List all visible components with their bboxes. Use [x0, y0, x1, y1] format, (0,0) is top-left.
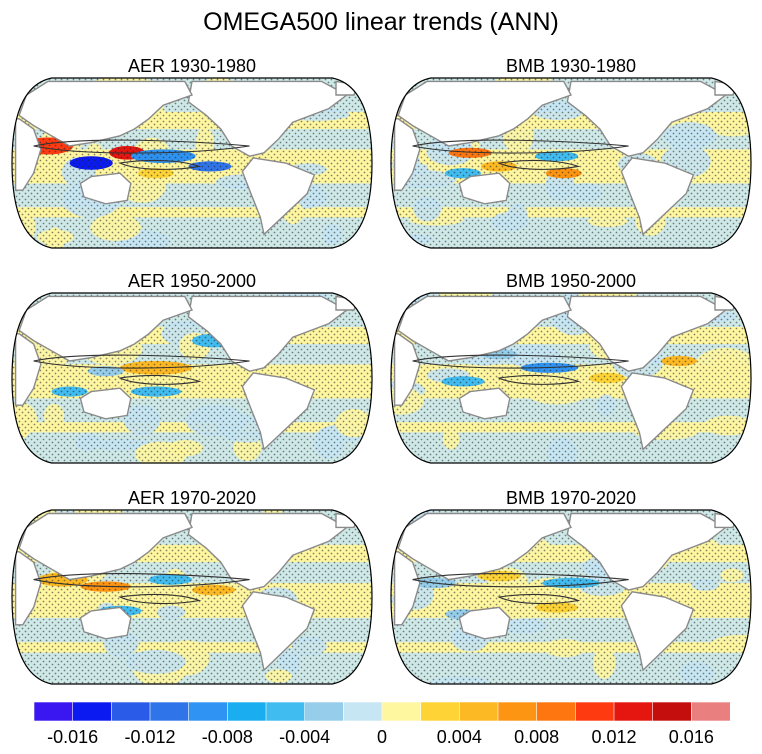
land-africa [14, 118, 42, 191]
land-africa [14, 333, 42, 406]
colorbar-tick-label: 0.004 [437, 727, 482, 747]
contour-line [33, 573, 250, 588]
land-greenland [714, 512, 738, 529]
contour-line [33, 354, 250, 369]
colorbar-swatch [497, 701, 538, 722]
land-africa [393, 333, 421, 406]
land-southAm [241, 157, 316, 236]
map-field [12, 510, 372, 684]
map-panel: AER 1930-1980 [11, 56, 373, 249]
colorbar-swatch [33, 701, 74, 722]
land-eurasia [397, 512, 572, 581]
land-eurasia [18, 512, 193, 581]
panel-title: AER 1950-2000 [128, 271, 256, 291]
panel-title: BMB 1950-2000 [506, 271, 636, 291]
colorbar-tick-label: -0.004 [279, 727, 330, 747]
land-southAm [620, 157, 695, 236]
map-field [12, 293, 372, 463]
land-greenland [714, 80, 738, 96]
colorbar-swatch [420, 701, 460, 722]
colorbar-tick-label: -0.012 [124, 727, 175, 747]
colorbar: -0.016 -0.012 -0.008 -0.004 0 0.004 0.008 0.012… [33, 701, 731, 747]
land-greenland [335, 512, 359, 529]
map-frame [11, 77, 373, 249]
land-eurasia [18, 295, 193, 362]
land-australia [458, 172, 511, 205]
map-frame [390, 509, 752, 685]
colorbar-tick-label: -0.008 [202, 727, 253, 747]
colorbar-swatch [304, 701, 344, 722]
colorbar-swatch [188, 701, 228, 722]
colorbar-swatch [575, 701, 615, 722]
colorbar-swatch [381, 701, 422, 722]
land-southAm [620, 372, 695, 451]
contour-line [118, 159, 202, 170]
land-australia [458, 606, 511, 640]
land-eurasia [397, 295, 572, 362]
colorbar-swatch [72, 701, 112, 722]
colorbar-swatch [343, 701, 383, 722]
map-frame [390, 292, 752, 464]
colorbar-swatch [536, 701, 576, 722]
colorbar-tick-label: -0.016 [47, 727, 98, 747]
land-greenland [714, 295, 738, 311]
map-field [391, 510, 751, 684]
contour-line [497, 593, 581, 605]
land-australia [79, 172, 132, 205]
colorbar-swatch [227, 701, 267, 722]
colorbar-tick-label: 0.012 [591, 727, 636, 747]
contour-line [118, 593, 202, 605]
map-panel: BMB 1950-2000 [390, 271, 752, 464]
map-frame [390, 77, 752, 249]
contour-line [33, 139, 250, 154]
colorbar-swatch [613, 701, 654, 722]
colorbar-swatch [265, 701, 306, 722]
colorbar-swatch [459, 701, 499, 722]
colorbar-tick-label: 0.016 [669, 727, 714, 747]
land-africa [14, 551, 42, 626]
land-australia [79, 387, 132, 420]
colorbar-tick-label: 0.008 [514, 727, 559, 747]
land-africa [393, 551, 421, 626]
field-patch [348, 671, 372, 684]
map-field [391, 78, 751, 248]
contour-line [412, 139, 629, 154]
map-panel: BMB 1930-1980 [390, 56, 752, 249]
contour-line [497, 374, 581, 385]
contour-line [118, 374, 202, 385]
contour-line [497, 159, 581, 170]
land-australia [458, 387, 511, 420]
land-greenland [335, 80, 359, 96]
colorbar-swatch [652, 701, 692, 722]
colorbar-swatch [691, 701, 731, 722]
land-eurasia [397, 80, 572, 147]
colorbar-swatch [149, 701, 190, 722]
land-southAm [620, 591, 695, 672]
figure-title: OMEGA500 linear trends (ANN) [203, 8, 559, 36]
map-panels: AER 1930-1980 BMB 1930-1980 AER 1950-2000 B… [11, 56, 752, 685]
map-frame [11, 292, 373, 464]
panel-title: AER 1930-1980 [128, 56, 256, 76]
map-panel: AER 1970-2020 [11, 488, 373, 685]
land-southAm [241, 591, 316, 672]
colorbar-tick-label: 0 [377, 727, 387, 747]
contour-line [412, 354, 629, 369]
land-southAm [241, 372, 316, 451]
panel-title: AER 1970-2020 [128, 488, 256, 508]
map-panel: AER 1950-2000 [11, 271, 373, 464]
colorbar-swatch [111, 701, 151, 722]
panel-title: BMB 1970-2020 [506, 488, 636, 508]
panel-title: BMB 1930-1980 [506, 56, 636, 76]
map-field [391, 293, 751, 463]
land-africa [393, 118, 421, 191]
contour-line [412, 573, 629, 588]
land-greenland [335, 295, 359, 311]
map-field [12, 78, 372, 248]
map-panel: BMB 1970-2020 [390, 488, 752, 685]
map-frame [11, 509, 373, 685]
land-australia [79, 606, 132, 640]
land-eurasia [18, 80, 193, 147]
